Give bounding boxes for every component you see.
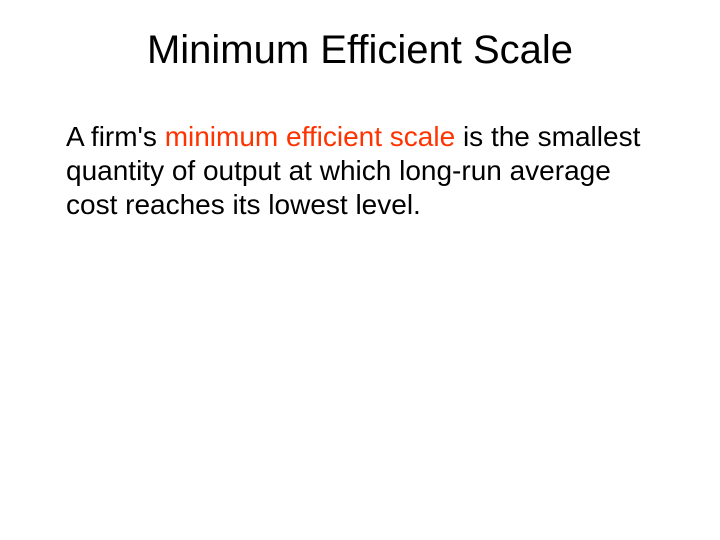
slide: Minimum Efficient Scale A firm's minimum… (0, 0, 720, 540)
body-text-pre: A firm's (66, 121, 165, 152)
body-term: minimum efficient scale (165, 121, 455, 152)
slide-title: Minimum Efficient Scale (0, 28, 720, 73)
slide-body: A firm's minimum efficient scale is the … (66, 120, 656, 222)
